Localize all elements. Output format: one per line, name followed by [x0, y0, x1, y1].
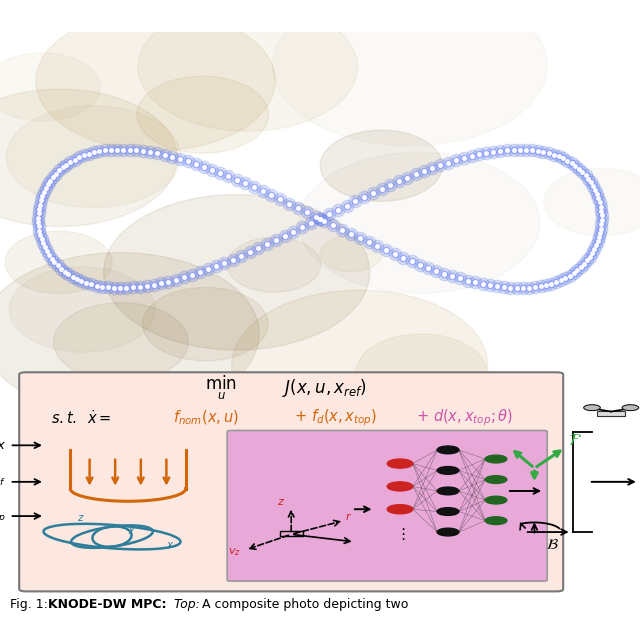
Text: $x_{ref}$: $x_{ref}$ — [0, 476, 6, 488]
Text: Fig. 1:: Fig. 1: — [10, 598, 47, 612]
Circle shape — [104, 195, 370, 350]
Circle shape — [437, 487, 459, 495]
Circle shape — [232, 290, 488, 439]
Text: $+\ f_d(x, x_{top})$: $+\ f_d(x, x_{top})$ — [294, 408, 378, 428]
Text: $v_z$: $v_z$ — [228, 547, 241, 558]
Circle shape — [6, 106, 180, 208]
Circle shape — [0, 53, 100, 121]
Circle shape — [622, 404, 639, 411]
Text: $x$: $x$ — [0, 439, 6, 452]
Bar — [280, 531, 303, 536]
Text: $z$: $z$ — [277, 498, 285, 507]
FancyBboxPatch shape — [227, 430, 547, 581]
Text: KNODE-DW MPC:: KNODE-DW MPC: — [48, 598, 166, 612]
Circle shape — [0, 89, 177, 226]
Circle shape — [36, 11, 275, 151]
Circle shape — [437, 446, 459, 454]
Circle shape — [485, 496, 507, 504]
Text: $x_{top}$: $x_{top}$ — [0, 508, 6, 524]
Text: $+\ d(x, x_{top};\theta)$: $+\ d(x, x_{top};\theta)$ — [416, 408, 513, 428]
Bar — [597, 411, 625, 416]
Circle shape — [0, 253, 259, 415]
Circle shape — [437, 467, 459, 474]
Circle shape — [387, 505, 413, 514]
Circle shape — [137, 76, 269, 153]
Text: A composite photo depicting two: A composite photo depicting two — [198, 598, 409, 612]
Text: $\vdots$: $\vdots$ — [395, 526, 405, 542]
Circle shape — [437, 528, 459, 536]
Circle shape — [387, 482, 413, 491]
Text: $x$: $x$ — [166, 540, 175, 550]
Circle shape — [54, 302, 188, 382]
Circle shape — [485, 455, 507, 463]
Circle shape — [356, 334, 486, 410]
Text: $z$: $z$ — [77, 513, 84, 522]
Circle shape — [143, 287, 268, 361]
Text: $\min_{u}$: $\min_{u}$ — [205, 374, 237, 403]
Text: $\mathcal{F}$: $\mathcal{F}$ — [568, 431, 582, 450]
Text: $r$: $r$ — [346, 511, 353, 522]
Circle shape — [138, 3, 358, 131]
Circle shape — [10, 267, 156, 352]
Circle shape — [387, 459, 413, 468]
Text: $f_{nom}(x, u)$: $f_{nom}(x, u)$ — [173, 409, 239, 427]
Circle shape — [320, 235, 382, 272]
Circle shape — [485, 517, 507, 524]
Circle shape — [584, 404, 600, 411]
Text: $J(x, u, x_{ref})$: $J(x, u, x_{ref})$ — [282, 377, 367, 399]
Text: $s.t.\;\; \dot{x} =$: $s.t.\;\; \dot{x} =$ — [51, 409, 111, 427]
Circle shape — [5, 231, 112, 294]
Text: Top:: Top: — [170, 598, 200, 612]
Text: $y$: $y$ — [128, 524, 136, 536]
Circle shape — [437, 508, 459, 515]
FancyBboxPatch shape — [19, 372, 563, 592]
Circle shape — [227, 237, 321, 292]
Circle shape — [485, 476, 507, 484]
Text: $\mathcal{B}$: $\mathcal{B}$ — [546, 537, 559, 552]
Circle shape — [320, 130, 442, 202]
